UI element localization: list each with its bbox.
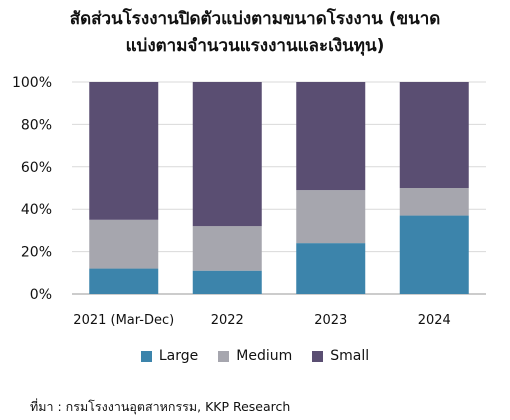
bar-segment-large <box>399 215 469 294</box>
y-tick-label: 60% <box>21 160 52 176</box>
bar-segment-large <box>192 270 262 294</box>
legend-swatch-large <box>140 350 152 362</box>
bar-segment-small <box>296 82 366 191</box>
bar-segment-small <box>399 82 469 188</box>
bar-segment-medium <box>296 190 366 244</box>
bar-segment-medium <box>89 219 159 269</box>
bar-segment-medium <box>192 226 262 271</box>
y-tick-label: 80% <box>21 117 52 133</box>
chart-title-line-1: สัดส่วนโรงงานปิดตัวแบ่งตามขนาดโรงงาน (ขน… <box>69 9 441 29</box>
legend-item-medium: Medium <box>218 348 292 364</box>
x-tick-label: 2021 (Mar-Dec) <box>73 313 174 328</box>
chart-title-line-2: แบ่งตามจำนวนแรงงานและเงินทุน) <box>125 36 385 56</box>
x-tick-label: 2023 <box>314 313 347 328</box>
bar-segment-large <box>296 243 366 294</box>
y-tick-label: 0% <box>30 287 52 303</box>
x-tick-label: 2022 <box>211 313 244 328</box>
y-tick-label: 100% <box>12 75 52 91</box>
chart-legend: Large Medium Small <box>0 348 510 364</box>
legend-swatch-medium <box>218 350 230 362</box>
source-note: ที่มา : กรมโรงงานอุตสาหกรรม, KKP Researc… <box>30 399 291 414</box>
bar-segment-small <box>192 82 262 227</box>
bar-segment-medium <box>399 188 469 216</box>
bar-segment-small <box>89 82 159 220</box>
y-tick-label: 20% <box>21 245 52 261</box>
y-tick-label: 40% <box>21 202 52 218</box>
legend-item-small: Small <box>312 348 369 364</box>
chart-title: สัดส่วนโรงงานปิดตัวแบ่งตามขนาดโรงงาน (ขน… <box>0 6 510 60</box>
legend-swatch-small <box>312 350 324 362</box>
legend-item-large: Large <box>140 348 199 364</box>
legend-label-large: Large <box>158 348 199 364</box>
legend-label-small: Small <box>330 348 370 364</box>
x-tick-label: 2024 <box>418 313 451 328</box>
bar-segment-large <box>89 268 159 294</box>
legend-label-medium: Medium <box>236 348 293 364</box>
